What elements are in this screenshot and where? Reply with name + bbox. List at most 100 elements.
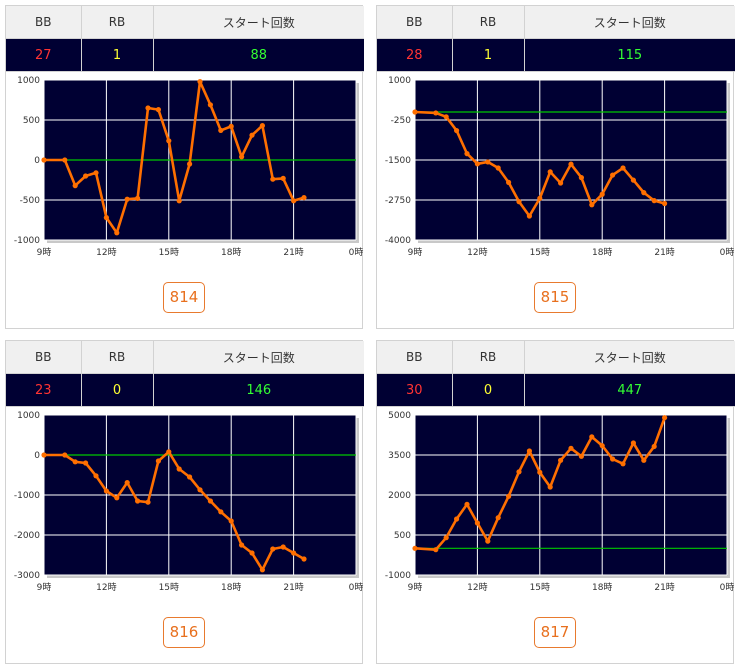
data-point: [270, 176, 276, 182]
data-point: [485, 538, 491, 544]
y-tick-label: 500: [23, 116, 40, 126]
data-point: [474, 520, 480, 526]
machine-panel-816: BB RB スタート回数 23 0 146 1000 0 -1000 -2000 -30…: [5, 340, 364, 664]
data-point: [578, 453, 584, 459]
x-tick-label: 0時: [720, 247, 735, 258]
y-tick-label: -2000: [14, 531, 40, 541]
data-point: [207, 498, 213, 504]
rb-value: 0: [451, 373, 525, 407]
data-point: [155, 107, 161, 113]
y-tick-label: 1000: [17, 411, 40, 421]
data-point: [495, 165, 501, 171]
data-point: [495, 515, 501, 521]
data-point: [610, 456, 616, 462]
y-tick-label: -2750: [385, 196, 411, 206]
data-point: [662, 415, 668, 421]
rb-value: 1: [451, 38, 525, 72]
data-point: [41, 157, 47, 163]
data-point: [301, 556, 307, 562]
data-point: [41, 452, 47, 458]
data-point: [176, 466, 182, 472]
data-point: [218, 509, 224, 515]
machine-panel-817: BB RB スタート回数 30 0 447 5000 3500 2000 500 -10…: [376, 340, 735, 664]
data-point: [280, 175, 286, 181]
data-point: [197, 487, 203, 493]
data-point: [228, 123, 234, 129]
machine-number-button[interactable]: 815: [534, 282, 576, 313]
bb-value: 28: [377, 38, 453, 72]
bb-value: 27: [6, 38, 82, 72]
y-tick-label: -250: [391, 116, 412, 126]
data-point: [526, 448, 532, 454]
machine-number-button[interactable]: 817: [534, 617, 576, 648]
data-point: [228, 518, 234, 524]
x-tick-label: 18時: [221, 247, 241, 258]
data-point: [135, 195, 141, 201]
data-point: [547, 484, 553, 490]
start-count-value: 115: [523, 38, 735, 72]
y-tick-label: 2000: [388, 491, 411, 501]
bb-header: BB: [6, 341, 82, 374]
machine-number-button[interactable]: 816: [163, 617, 205, 648]
y-tick-label: -1500: [385, 156, 411, 166]
rb-value: 1: [80, 38, 154, 72]
data-point: [249, 550, 255, 556]
data-point: [83, 460, 89, 466]
data-point: [197, 79, 203, 85]
x-tick-label: 9時: [408, 582, 423, 593]
data-point: [103, 488, 109, 494]
y-tick-label: -1000: [14, 491, 40, 501]
data-point: [301, 195, 307, 201]
data-point: [176, 198, 182, 204]
y-tick-label: 0: [34, 451, 40, 461]
stats-table: BB RB スタート回数 28 1 115: [377, 6, 735, 72]
machine-number-button[interactable]: 814: [163, 282, 205, 313]
data-point: [291, 550, 297, 556]
payout-line: [414, 110, 665, 218]
data-point: [558, 457, 564, 463]
start-count-header: スタート回数: [523, 6, 735, 39]
data-point: [114, 495, 120, 501]
data-point: [249, 132, 255, 138]
y-tick-label: 500: [394, 531, 411, 541]
data-point: [620, 165, 626, 171]
start-count-header: スタート回数: [152, 6, 364, 39]
data-point: [218, 127, 224, 133]
data-point: [207, 102, 213, 108]
data-point: [280, 544, 286, 550]
data-point: [506, 179, 512, 185]
stats-table: BB RB スタート回数 23 0 146: [6, 341, 364, 407]
machine-panel-815: BB RB スタート回数 28 1 115 1000 -250 -1500 -2750…: [376, 5, 735, 329]
data-point: [443, 114, 449, 120]
y-tick-label: -3000: [14, 571, 40, 581]
data-point: [464, 151, 470, 157]
y-tick-label: 3500: [388, 451, 411, 461]
data-point: [568, 161, 574, 167]
data-point: [412, 545, 418, 551]
data-point: [239, 154, 245, 160]
x-tick-label: 12時: [467, 247, 487, 258]
x-tick-label: 9時: [408, 247, 423, 258]
data-point: [641, 457, 647, 463]
data-point: [485, 159, 491, 165]
x-tick-label: 21時: [283, 582, 303, 593]
data-point: [662, 200, 668, 207]
data-point: [72, 459, 78, 465]
data-point: [506, 493, 512, 499]
payout-line: [414, 417, 666, 551]
data-point: [630, 177, 636, 183]
data-point: [62, 157, 68, 163]
x-tick-label: 18時: [221, 582, 241, 593]
x-tick-label: 12時: [467, 582, 487, 593]
data-point: [155, 458, 161, 464]
data-point: [516, 199, 522, 205]
data-point: [135, 498, 141, 504]
start-count-value: 88: [152, 38, 364, 72]
y-tick-label: 0: [34, 156, 40, 166]
x-tick-label: 21時: [654, 247, 674, 258]
x-tick-label: 18時: [592, 582, 612, 593]
data-point: [651, 198, 657, 204]
x-tick-label: 15時: [159, 247, 179, 258]
x-tick-label: 15時: [530, 582, 550, 593]
